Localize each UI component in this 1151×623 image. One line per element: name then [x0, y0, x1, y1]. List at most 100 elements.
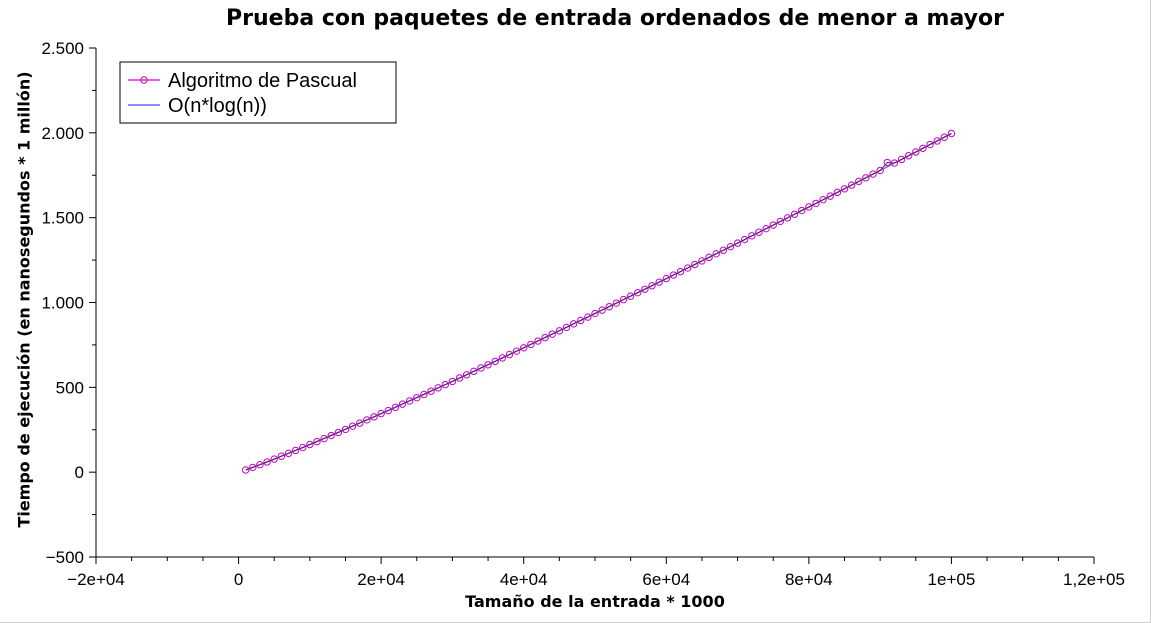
data-point — [619, 295, 628, 304]
data-point — [805, 203, 813, 211]
data-point — [527, 340, 535, 349]
data-point — [562, 323, 571, 332]
data-point — [249, 463, 257, 472]
legend-label-measured: Algoritmo de Pascual — [168, 70, 357, 92]
y-tick-label: 1.000 — [41, 294, 84, 313]
data-point — [755, 228, 763, 236]
data-point — [341, 425, 350, 434]
data-point — [384, 406, 392, 415]
data-point — [748, 232, 756, 240]
data-point — [427, 387, 435, 395]
y-tick-label: 1.500 — [41, 209, 84, 228]
data-point — [847, 181, 856, 189]
y-tick-label: 2.500 — [41, 39, 84, 58]
data-point — [377, 409, 385, 418]
data-point — [741, 235, 749, 244]
data-point — [769, 221, 777, 229]
data-point — [477, 364, 485, 372]
series-layer — [242, 129, 956, 474]
data-point — [520, 344, 528, 352]
x-tick-label: −2e+04 — [67, 570, 125, 589]
data-point — [420, 390, 428, 399]
data-point — [548, 330, 556, 338]
data-point — [534, 337, 542, 345]
data-point — [669, 271, 678, 279]
x-axis-label: Tamaño de la entrada * 1000 — [465, 592, 725, 611]
data-point — [448, 377, 457, 386]
data-point — [933, 137, 941, 145]
y-tick-label: 2.000 — [41, 124, 84, 143]
data-point — [391, 403, 400, 412]
data-point — [484, 361, 492, 369]
data-point — [263, 458, 271, 466]
data-point — [569, 320, 578, 328]
series-line-reference — [245, 132, 952, 471]
data-point — [869, 170, 877, 178]
data-point — [491, 357, 499, 366]
data-point — [505, 350, 514, 359]
data-point — [334, 428, 343, 437]
data-point — [356, 419, 364, 427]
data-point — [313, 437, 321, 446]
data-point — [455, 374, 464, 382]
data-point — [462, 371, 471, 379]
data-point — [626, 292, 635, 300]
data-point — [776, 217, 785, 226]
data-point — [591, 309, 599, 318]
data-point — [855, 177, 863, 186]
data-point — [790, 210, 799, 218]
y-tick-label: 0 — [75, 463, 84, 482]
legend-label-reference: O(n*log(n)) — [168, 95, 267, 117]
x-tick-label: 1e+05 — [928, 570, 976, 589]
data-point — [876, 166, 884, 175]
data-point — [947, 129, 956, 138]
data-point — [413, 393, 421, 402]
chart-title: Prueba con paquetes de entrada ordenados… — [226, 6, 1004, 31]
data-point — [819, 195, 827, 204]
data-point — [904, 152, 913, 160]
data-point — [242, 466, 250, 474]
data-point — [676, 267, 685, 276]
data-point — [555, 327, 564, 335]
data-point — [370, 413, 378, 421]
data-point — [826, 192, 834, 200]
data-point — [733, 239, 742, 247]
data-point — [662, 274, 670, 283]
data-point — [655, 278, 663, 286]
data-point — [598, 306, 606, 314]
data-point — [320, 434, 328, 443]
data-point — [470, 367, 478, 376]
legend-marker-measured — [140, 76, 148, 84]
data-point — [398, 400, 407, 408]
x-tick-label: 1,2e+05 — [1063, 570, 1125, 589]
data-point — [712, 250, 720, 258]
data-point — [691, 260, 699, 269]
data-point — [605, 303, 613, 311]
y-tick-label: −500 — [46, 548, 84, 567]
x-tick-label: 0 — [234, 570, 243, 589]
data-point — [348, 422, 357, 430]
data-point — [783, 214, 792, 222]
data-point — [612, 299, 621, 307]
data-point — [698, 257, 706, 265]
data-point — [812, 199, 820, 208]
data-point — [634, 288, 642, 297]
data-point — [256, 461, 264, 469]
data-point — [512, 347, 521, 355]
y-tick-label: 500 — [56, 378, 84, 397]
data-point — [299, 443, 307, 452]
legend-box — [119, 61, 397, 124]
data-point — [726, 242, 735, 251]
data-point — [405, 397, 414, 405]
x-tick-label: 6e+04 — [642, 570, 690, 589]
data-point — [577, 316, 585, 325]
axes: −500 0 500 1.000 1.500 2.000 2.500 −2e+04 0 2e+04… — [41, 39, 1125, 589]
x-tick-label: 4e+04 — [500, 570, 548, 589]
data-point — [434, 384, 442, 392]
series-line-measured — [245, 133, 952, 471]
data-point — [840, 185, 849, 193]
x-tick-label: 8e+04 — [785, 570, 833, 589]
x-tick-label: 2e+04 — [357, 570, 405, 589]
data-point — [926, 140, 934, 149]
